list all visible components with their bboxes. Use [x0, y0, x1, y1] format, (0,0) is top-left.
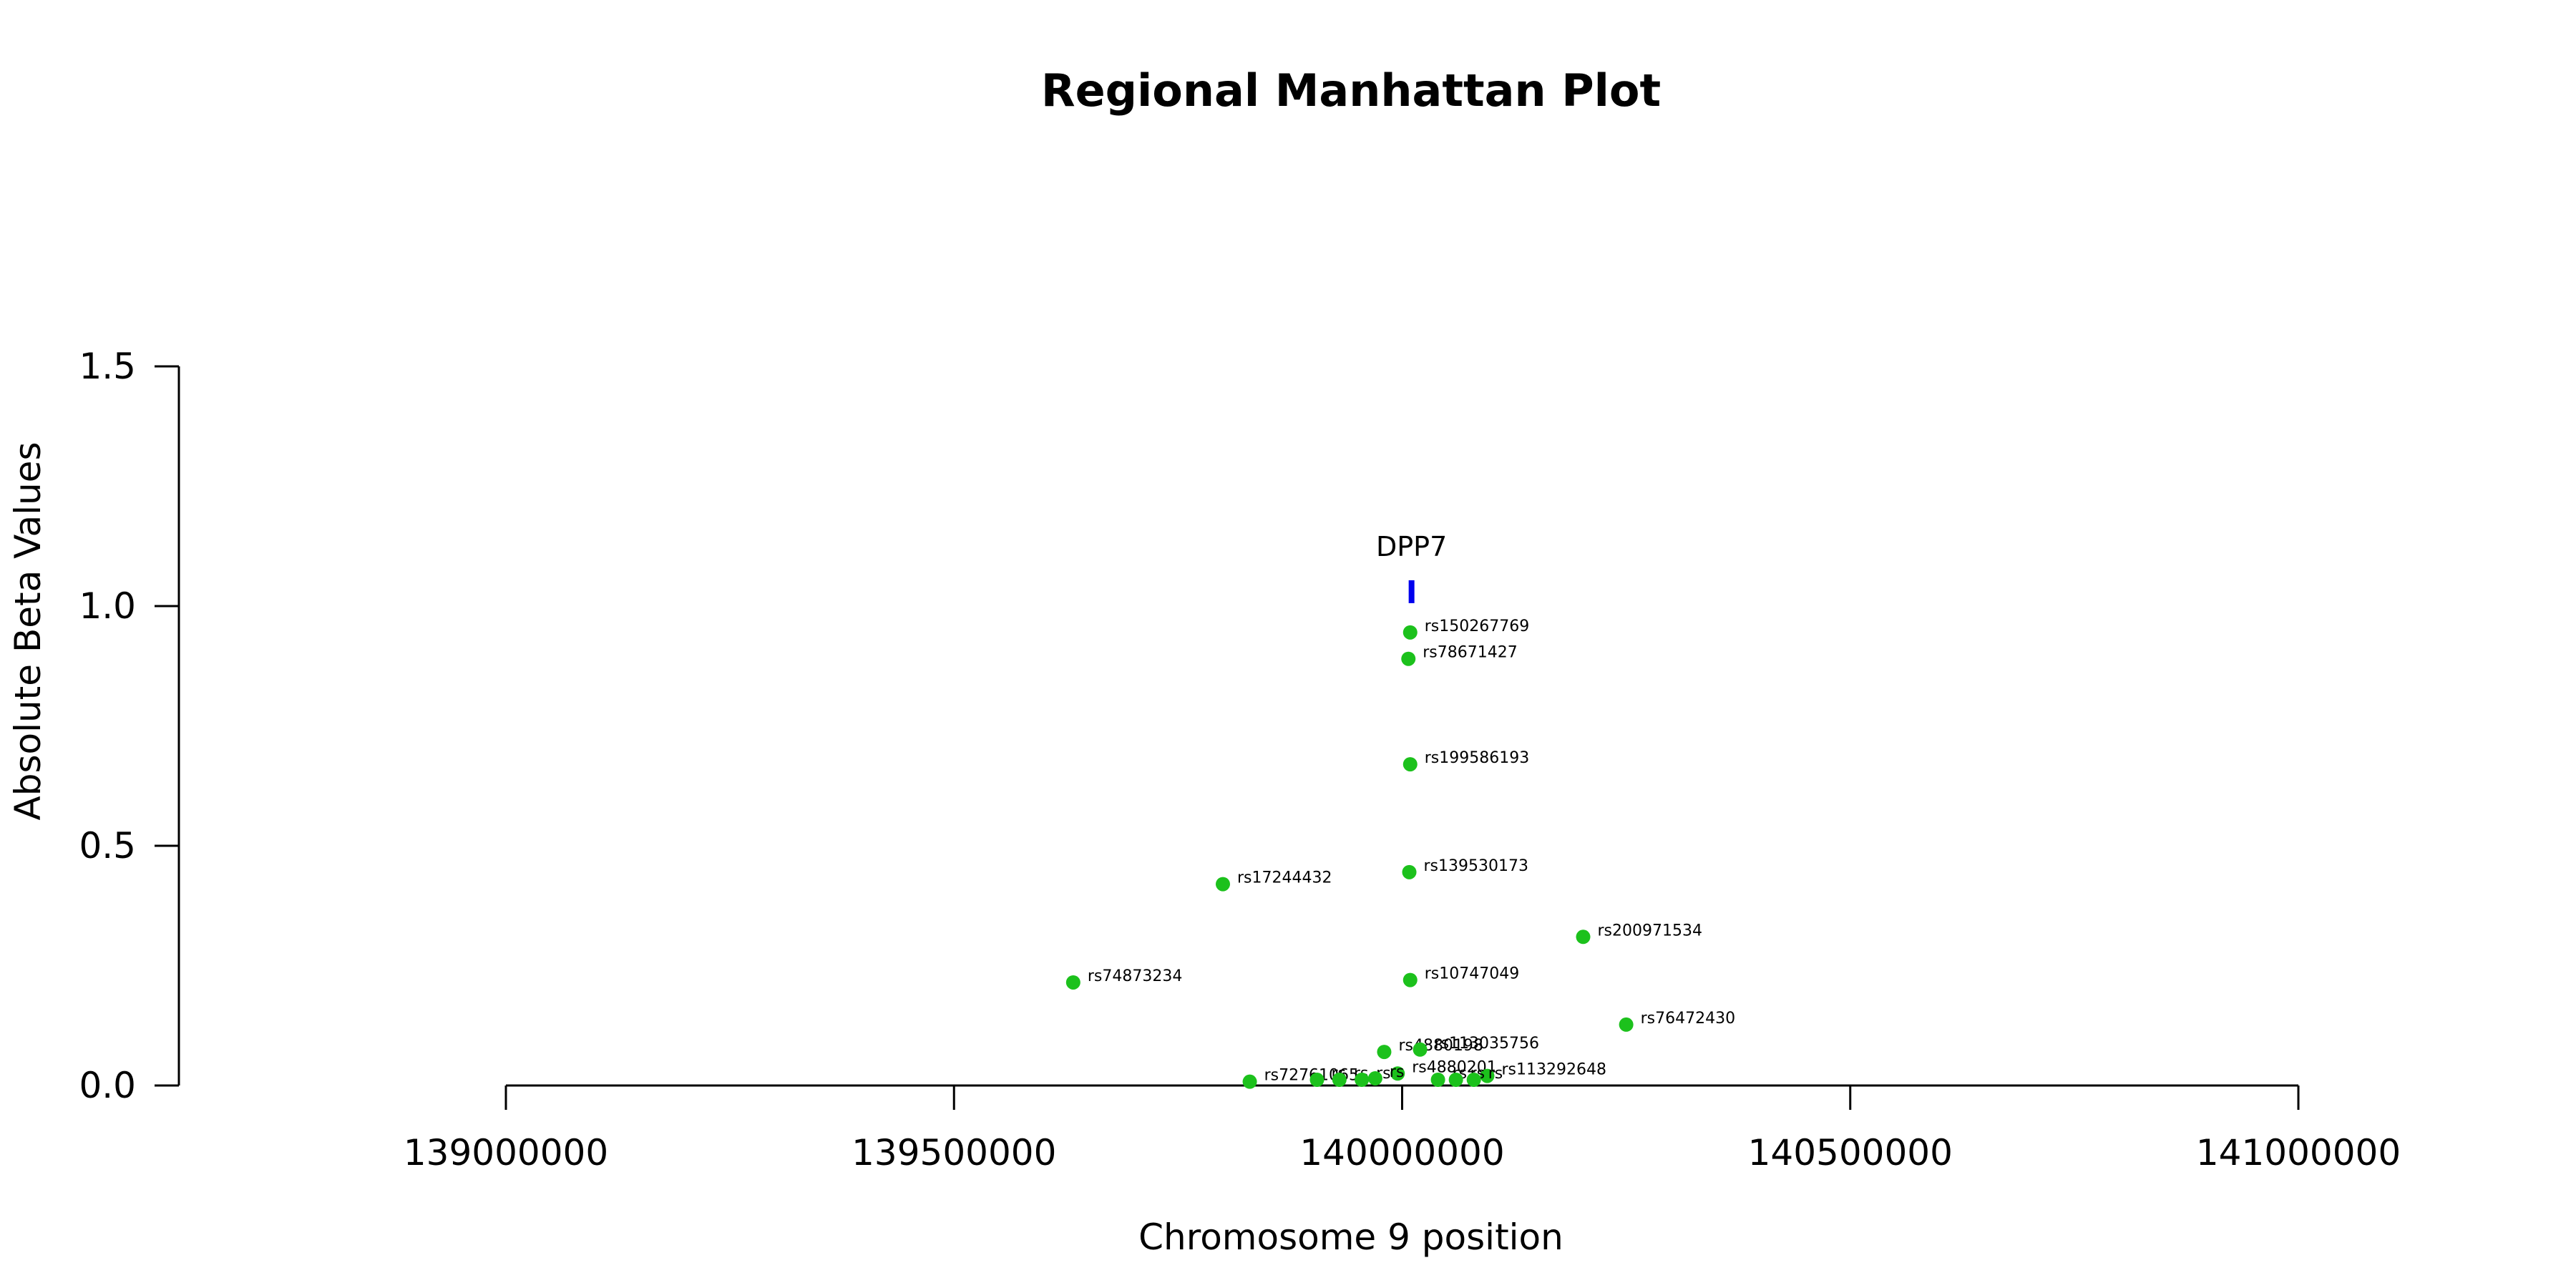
y-tick-label: 0.0 [79, 1065, 136, 1106]
snp-point [1402, 864, 1417, 879]
snp-point [1216, 877, 1230, 892]
snp-point [1402, 625, 1418, 640]
chart-title: Regional Manhattan Plot [1041, 64, 1661, 117]
x-axis-ticks: 139000000 139500000 140000000 140500000 1410… [404, 1085, 2401, 1174]
snp-point [1065, 975, 1080, 990]
snp-label: rs78671427 [1423, 644, 1517, 662]
snp-point [1332, 1072, 1347, 1087]
snp-point [1401, 651, 1416, 666]
x-tick-label: 140500000 [1748, 1132, 1953, 1174]
y-axis-label: Absolute Beta Values [7, 442, 49, 821]
x-tick-label: 139500000 [852, 1132, 1056, 1174]
snp-label: rs17244432 [1237, 869, 1332, 887]
snp-point [1466, 1072, 1481, 1087]
y-tick-label: 0.5 [79, 825, 136, 867]
y-tick-label: 1.5 [79, 346, 136, 387]
y-axis-ticks: 0.0 0.5 1.0 1.5 [79, 346, 179, 1106]
snp-point [1413, 1042, 1428, 1057]
gene-label: DPP7 [1376, 531, 1447, 562]
snp-label: rs76472430 [1641, 1010, 1735, 1028]
snp-label: rs10747049 [1425, 965, 1519, 983]
snp-point [1430, 1072, 1445, 1087]
snp-point [1242, 1074, 1257, 1089]
x-tick-label: 140000000 [1299, 1132, 1504, 1174]
snp-point [1309, 1072, 1324, 1087]
snp-points: rs150267769 rs78671427 rs199586193 rs139530… [1065, 618, 1735, 1089]
x-tick-label: 141000000 [2196, 1132, 2401, 1174]
x-tick-label: 139000000 [404, 1132, 608, 1174]
snp-point [1576, 930, 1591, 945]
snp-label: rs199586193 [1425, 749, 1529, 767]
x-axis-label: Chromosome 9 position [1138, 1216, 1563, 1258]
y-tick-label: 1.0 [79, 585, 136, 627]
snp-point [1390, 1066, 1405, 1081]
snp-label: rs200971534 [1598, 922, 1702, 940]
snp-point [1377, 1045, 1392, 1060]
snp-label: rs150267769 [1425, 618, 1529, 635]
snp-label: rs113292648 [1501, 1061, 1606, 1079]
snp-point [1619, 1017, 1634, 1032]
snp-point [1402, 757, 1418, 772]
snp-point [1480, 1068, 1495, 1083]
snp-label: rs139530173 [1424, 857, 1528, 875]
snp-label: rs4880198 [1398, 1037, 1483, 1055]
snp-point [1448, 1072, 1463, 1087]
snp-point [1402, 972, 1418, 987]
snp-label: rs [1488, 1065, 1503, 1083]
gene-track: DPP7 [1376, 531, 1447, 603]
snp-label: rs74873234 [1088, 967, 1182, 985]
gene-marker [1408, 580, 1415, 603]
snp-label: rs113035756 [1435, 1035, 1539, 1053]
snp-point [1367, 1070, 1382, 1085]
snp-label: rs [1390, 1063, 1405, 1081]
snp-point [1355, 1072, 1370, 1087]
